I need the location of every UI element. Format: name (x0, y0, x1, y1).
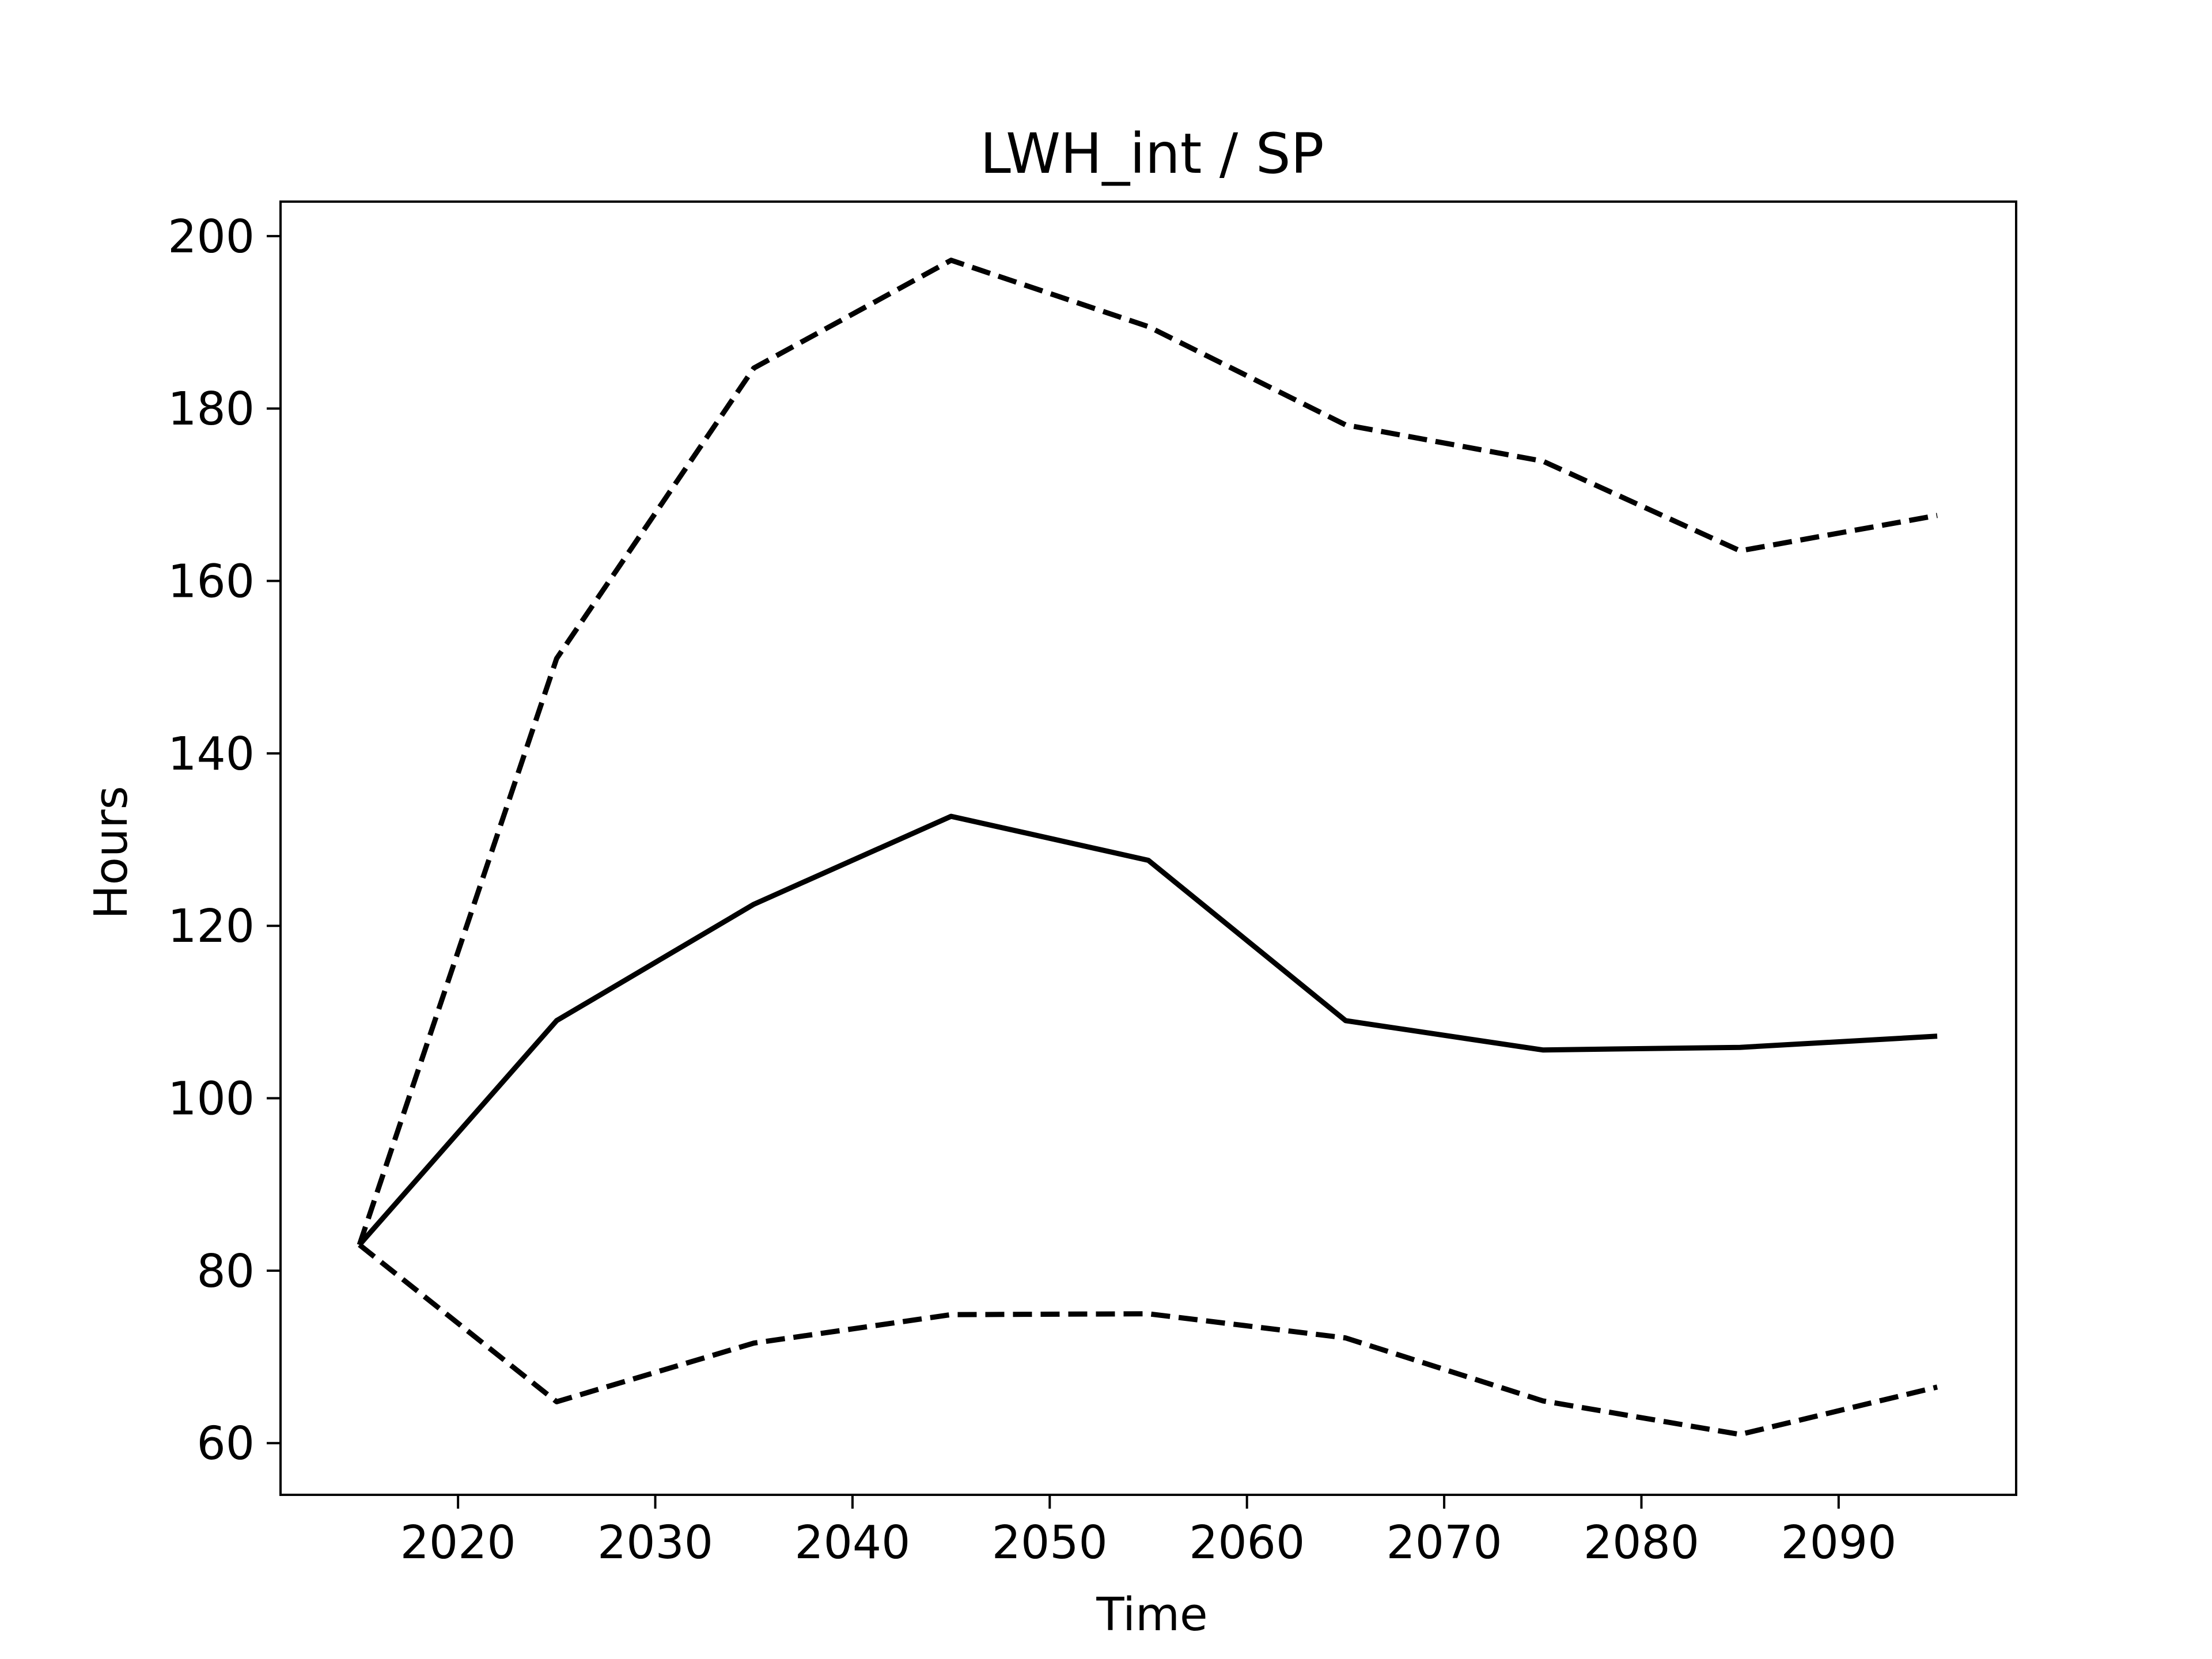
y-tick-label: 200 (168, 210, 255, 263)
series-line-1 (357, 813, 1938, 1247)
y-tick-label: 140 (168, 728, 255, 781)
y-tick-label: 160 (168, 555, 255, 608)
plot-frame (279, 200, 2017, 1496)
y-tick-label: 60 (196, 1417, 255, 1470)
plot-area: 2020 2030 2040 2050 2060 2070 2080 2090 60 80 100 1… (168, 200, 2017, 1569)
x-tick-label: 2080 (1584, 1516, 1699, 1569)
y-tick-label: 100 (168, 1073, 255, 1126)
y-tick-label: 80 (196, 1245, 255, 1298)
series-line-2 (357, 257, 1938, 1246)
x-tick-label: 2050 (992, 1516, 1108, 1569)
x-tick-label: 2090 (1781, 1516, 1896, 1569)
x-tick-label: 2020 (400, 1516, 516, 1569)
x-tick-label: 2030 (597, 1516, 713, 1569)
y-axis-label: Hours (85, 786, 138, 919)
x-tick-label: 2060 (1189, 1516, 1305, 1569)
chart-title: LWH_int / SP (980, 122, 1324, 186)
x-axis-label: Time (1096, 1588, 1207, 1641)
y-tick-label: 120 (168, 900, 255, 953)
x-tick-label: 2070 (1387, 1516, 1502, 1569)
series-line-3 (358, 1243, 1938, 1437)
x-tick-label: 2040 (794, 1516, 910, 1569)
y-tick-label: 180 (168, 382, 255, 435)
